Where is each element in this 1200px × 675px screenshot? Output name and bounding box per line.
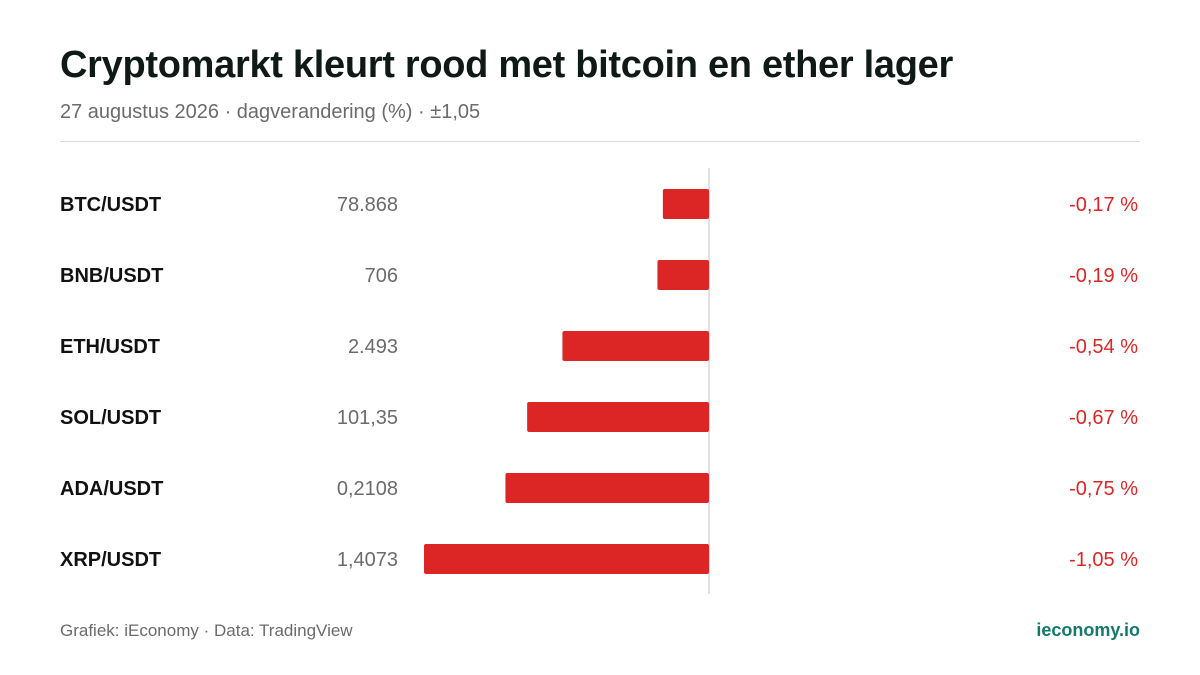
price-label: 2.493 [348, 336, 398, 358]
bar [562, 331, 709, 361]
value-label: -0,67 % [1069, 407, 1138, 429]
category-label: SOL/USDT [60, 407, 161, 429]
price-label: 1,4073 [337, 549, 398, 571]
price-label: 78.868 [337, 194, 398, 216]
category-label: XRP/USDT [60, 549, 161, 571]
category-label: BNB/USDT [60, 265, 163, 287]
value-label: -0,17 % [1069, 194, 1138, 216]
source-credit: Grafiek: iEconomy · Data: TradingView [60, 621, 353, 640]
bar [527, 402, 709, 432]
category-label: ADA/USDT [60, 478, 163, 500]
chart-subtitle: 27 augustus 2026 · dagverandering (%) · … [60, 101, 481, 123]
bar [657, 260, 709, 290]
bar [505, 473, 709, 503]
header-divider [60, 141, 1140, 142]
price-label: 706 [365, 265, 398, 287]
bar [662, 189, 709, 219]
value-label: -1,05 % [1069, 549, 1138, 571]
category-label: BTC/USDT [60, 194, 161, 216]
value-label: -0,19 % [1069, 265, 1138, 287]
bar [424, 544, 709, 574]
category-label: ETH/USDT [60, 336, 160, 358]
price-label: 101,35 [337, 407, 398, 429]
value-label: -0,75 % [1069, 478, 1138, 500]
brand-link[interactable]: ieconomy.io [1036, 620, 1140, 640]
value-label: -0,54 % [1069, 336, 1138, 358]
price-label: 0,2108 [337, 478, 398, 500]
chart-title: Cryptomarkt kleurt rood met bitcoin en e… [60, 44, 953, 86]
bar-chart: BTC/USDT 78.868 -0,17 % BNB/USDT 706 -0,19 % E… [60, 168, 1138, 594]
